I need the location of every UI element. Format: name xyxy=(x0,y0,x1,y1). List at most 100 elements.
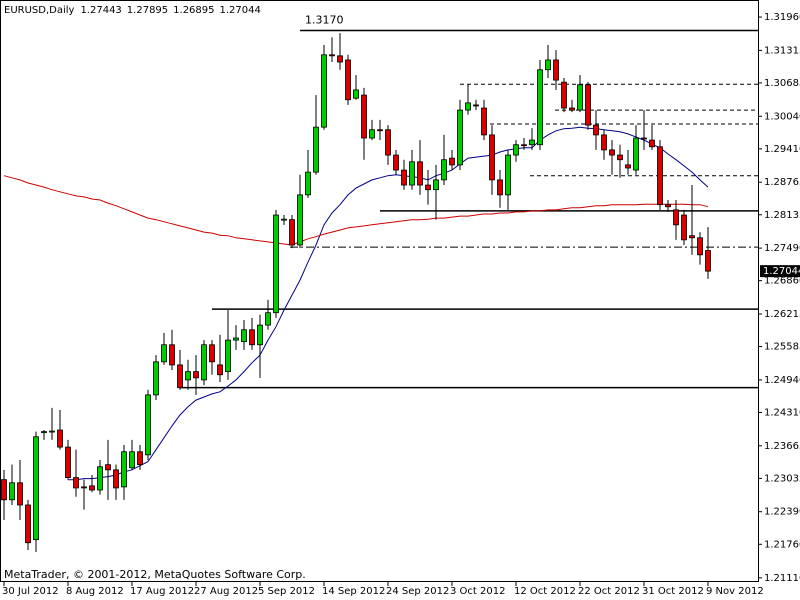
candle-body xyxy=(89,485,95,491)
moving-average xyxy=(68,126,709,481)
x-tick-label: 22 Oct 2012 xyxy=(578,586,640,597)
x-tick-label: 5 Sep 2012 xyxy=(258,586,315,597)
y-tick-label: 1.26860 xyxy=(764,276,800,287)
candle-body xyxy=(73,477,79,489)
candle-body xyxy=(457,109,463,166)
candle-body xyxy=(377,129,383,132)
candle-body xyxy=(593,124,599,136)
candle-body xyxy=(257,324,263,346)
header-low: 1.26895 xyxy=(173,5,214,16)
candle-body xyxy=(153,361,159,396)
y-tick-label: 1.21760 xyxy=(764,539,800,550)
candle-body xyxy=(273,214,279,314)
candle-body xyxy=(673,209,679,226)
candle-body xyxy=(529,139,535,146)
candle-body xyxy=(1,479,7,501)
candle-body xyxy=(601,134,607,151)
y-tick-label: 1.31960 xyxy=(764,12,800,23)
candle-body xyxy=(41,431,47,434)
candle-body xyxy=(361,94,367,139)
candle-body xyxy=(65,446,71,478)
x-tick-label: 9 Nov 2012 xyxy=(706,586,764,597)
candle-body xyxy=(177,364,183,389)
header-open: 1.27443 xyxy=(80,5,121,16)
candle-body xyxy=(649,139,655,148)
x-tick-label: 30 Jul 2012 xyxy=(2,586,59,597)
candle-body xyxy=(249,329,255,346)
x-tick-label: 8 Aug 2012 xyxy=(66,586,124,597)
candle-body xyxy=(17,482,23,506)
candle-body xyxy=(689,235,695,239)
watermark: MetaTrader, © 2001-2012, MetaQuotes Soft… xyxy=(4,568,306,581)
x-tick-label: 12 Oct 2012 xyxy=(514,586,576,597)
candle-body xyxy=(433,179,439,191)
candle-body xyxy=(81,486,87,489)
candle-body xyxy=(105,464,111,471)
candle-body xyxy=(641,137,647,140)
candle-body xyxy=(561,81,567,109)
candle-body xyxy=(281,218,287,221)
candle-body xyxy=(297,194,303,246)
x-tick-label: 31 Oct 2012 xyxy=(642,586,704,597)
y-tick-label: 1.23665 xyxy=(764,441,800,452)
header-close: 1.27044 xyxy=(220,5,261,16)
candle-body xyxy=(577,84,583,111)
y-tick-label: 1.22390 xyxy=(764,507,800,518)
candle-body xyxy=(425,184,431,191)
candle-body xyxy=(217,364,223,376)
plot-frame xyxy=(0,0,759,582)
candle-body xyxy=(137,451,143,466)
y-tick-label: 1.30685 xyxy=(764,78,800,89)
candle-body xyxy=(57,429,63,448)
candle-body xyxy=(681,214,687,241)
y-tick-label: 1.31315 xyxy=(764,45,800,56)
candle-body xyxy=(337,55,343,63)
candle-body xyxy=(305,171,311,196)
candle-body xyxy=(585,84,591,126)
candle-body xyxy=(193,371,199,379)
x-tick-label: 17 Aug 2012 xyxy=(130,586,194,597)
candle-body xyxy=(9,482,15,501)
candle-body xyxy=(369,129,375,139)
candle-body xyxy=(465,102,471,111)
candle-body xyxy=(241,329,247,343)
candle-body xyxy=(161,344,167,363)
candle-body xyxy=(409,161,415,186)
moving-average xyxy=(3,175,709,246)
candle-body xyxy=(233,337,239,341)
candle-body xyxy=(201,344,207,381)
y-tick-label: 1.24940 xyxy=(764,375,800,386)
candle-body xyxy=(553,59,559,81)
candle-body xyxy=(417,161,423,186)
candle-body xyxy=(665,204,671,208)
candle-body xyxy=(393,154,399,171)
candle-body xyxy=(497,179,503,196)
candle-body xyxy=(449,157,455,166)
candle-body xyxy=(473,104,479,107)
candle-body xyxy=(441,159,447,181)
candle-body xyxy=(321,54,327,128)
candle-body xyxy=(513,144,519,156)
candle-body xyxy=(521,144,527,147)
candle-body xyxy=(345,59,351,101)
y-tick-label: 1.25585 xyxy=(764,342,800,353)
y-tick-label: 1.28765 xyxy=(764,177,800,188)
candle-body xyxy=(633,137,639,171)
candle-body xyxy=(545,59,551,71)
y-tick-label: 1.24310 xyxy=(764,407,800,418)
symbol: EURUSD,Daily xyxy=(4,5,75,16)
x-tick-label: 27 Aug 2012 xyxy=(194,586,258,597)
candle-body xyxy=(313,126,319,173)
candle-body xyxy=(617,154,623,161)
candle-body xyxy=(609,149,615,156)
candle-body xyxy=(33,436,39,541)
price-marker-label: 1.27044 xyxy=(763,266,800,277)
candle-body xyxy=(49,430,55,433)
candle-body xyxy=(657,146,663,206)
candle-body xyxy=(481,107,487,136)
y-tick-label: 1.30040 xyxy=(764,111,800,122)
y-tick-label: 1.26215 xyxy=(764,309,800,320)
y-tick-label: 1.28135 xyxy=(764,210,800,221)
